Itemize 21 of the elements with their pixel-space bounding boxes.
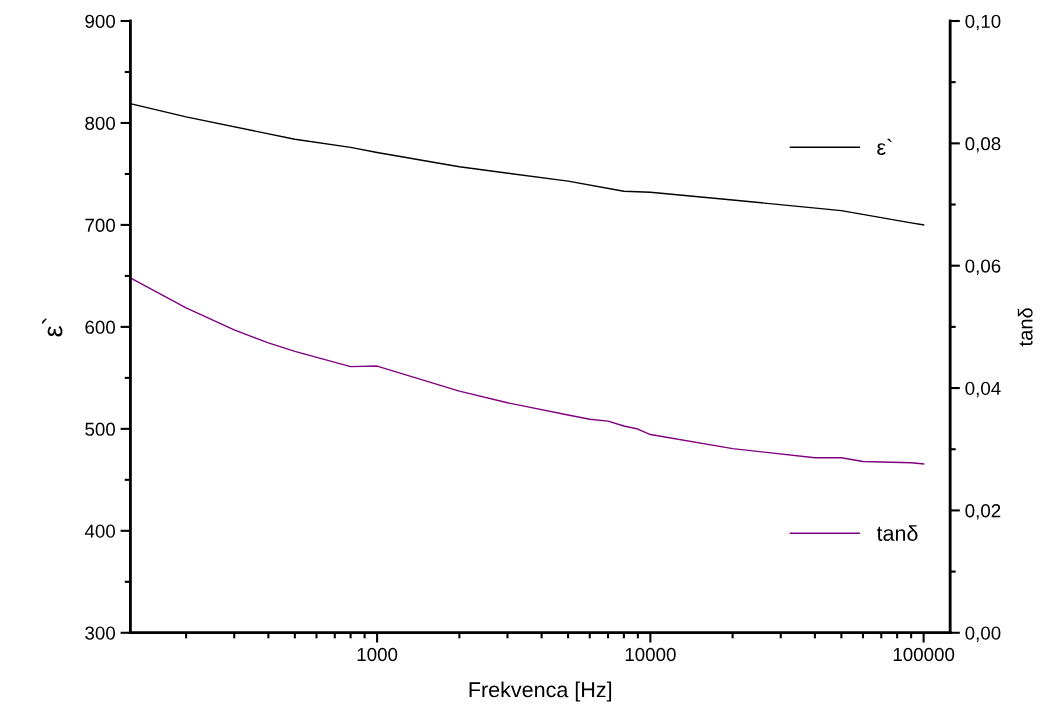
y-tick-label: 600: [85, 320, 116, 334]
y-tick-label: 700: [85, 218, 116, 232]
y2-axis-title: tanδ: [1017, 308, 1033, 347]
y2-tick-label: 0,08: [965, 137, 1001, 153]
legend-label: tanδ: [876, 525, 918, 541]
y2-tick-label: 0,02: [965, 504, 1001, 520]
y-tick-label: 900: [85, 14, 116, 28]
y-tick-label: 500: [85, 422, 116, 436]
y2-tick-label: 0,04: [965, 381, 1001, 398]
x-axis-title: Frekvenca [Hz]: [469, 681, 612, 702]
legend-label: ε`: [877, 138, 892, 155]
x-tick-label: 100000: [893, 647, 955, 662]
y-tick-label: 400: [84, 524, 116, 538]
x-tick-label: 1000: [357, 647, 398, 662]
y2-tick-label: 0,06: [965, 259, 1001, 275]
y2-tick-label: 0,10: [965, 14, 1001, 31]
y-tick-label: 800: [85, 116, 116, 130]
y-tick-label: 300: [85, 626, 116, 640]
y2-tick-label: 0,00: [965, 626, 1001, 642]
y-axis-title: ε`: [42, 318, 63, 337]
x-tick-label: 10000: [625, 647, 676, 662]
